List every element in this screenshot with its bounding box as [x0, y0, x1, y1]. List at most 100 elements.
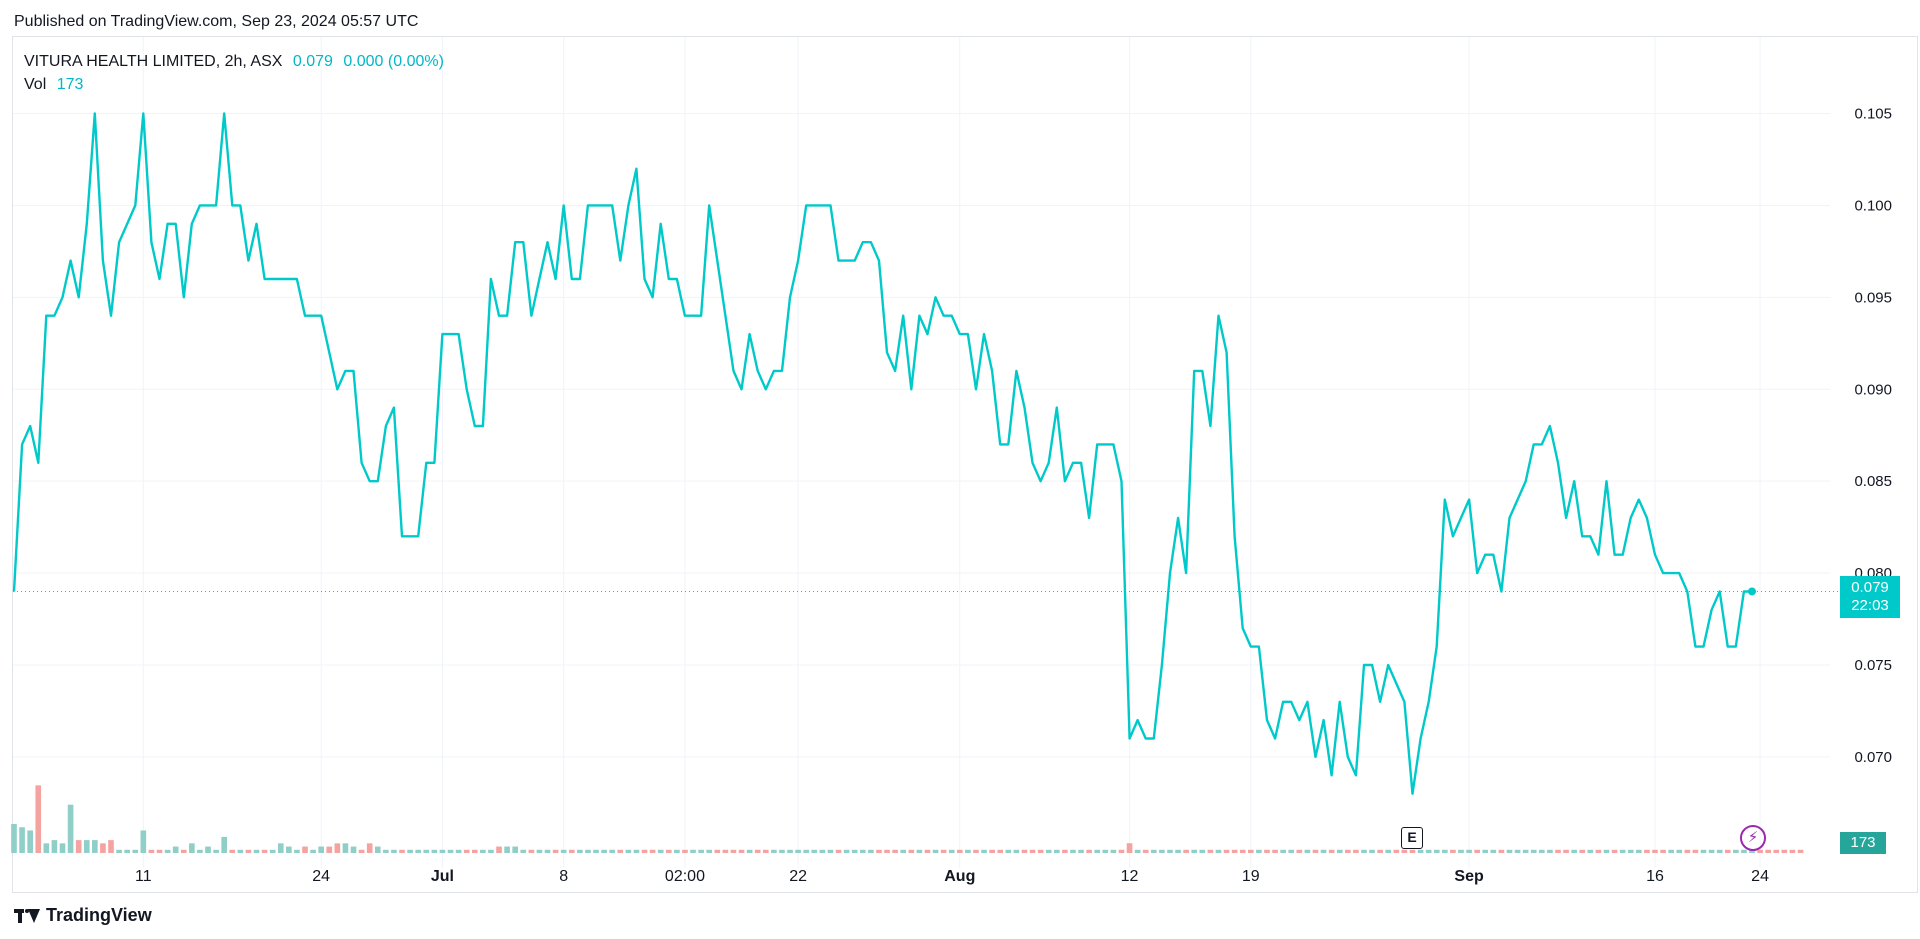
volume-bar — [1029, 849, 1036, 853]
volume-bar — [1587, 849, 1594, 853]
x-tick-label: 19 — [1242, 868, 1260, 885]
price-line — [12, 112, 1752, 795]
x-tick-label: 16 — [1646, 868, 1664, 885]
tradingview-logo[interactable]: TradingView — [14, 905, 152, 926]
volume-bar — [819, 849, 826, 853]
volume-bar — [633, 849, 640, 853]
volume-bar — [1183, 849, 1189, 853]
volume-bar — [100, 843, 106, 853]
y-tick-label: 0.095 — [1854, 289, 1892, 306]
x-tick-label: 22 — [789, 868, 807, 885]
volume-bar — [1797, 849, 1804, 853]
volume-bar — [391, 849, 397, 853]
lightning-icon[interactable]: ⚡ — [1740, 825, 1766, 851]
volume-bar — [1264, 849, 1270, 853]
volume-bar — [399, 849, 405, 853]
volume-bar — [334, 843, 341, 853]
volume-bar — [342, 843, 349, 853]
volume-bar — [981, 849, 987, 853]
legend-vol-label: Vol — [24, 76, 47, 93]
volume-bar — [859, 849, 866, 853]
volume-bar — [59, 843, 66, 853]
volume-bar — [568, 849, 575, 853]
volume-bar — [1102, 849, 1109, 853]
volume-bar — [140, 830, 147, 853]
volume-bar — [1070, 849, 1076, 853]
volume-bar — [350, 846, 357, 853]
volume-bar — [27, 830, 33, 853]
volume-bar — [1094, 849, 1101, 853]
volume-bar — [1668, 849, 1674, 853]
volume-bar — [997, 849, 1004, 853]
volume-bar — [205, 846, 211, 853]
volume-bar — [1571, 849, 1577, 853]
volume-bar — [83, 840, 90, 853]
volume-bar — [1223, 849, 1230, 853]
volume-bar — [1450, 849, 1456, 853]
volume-bar — [431, 849, 438, 853]
volume-bar — [1118, 849, 1125, 853]
volume-bar — [1037, 849, 1044, 853]
volume-bar — [730, 849, 737, 853]
volume-bar — [916, 849, 923, 853]
volume-bar — [601, 849, 607, 853]
volume-bar — [900, 849, 907, 853]
volume-bar — [366, 843, 373, 853]
volume-bar — [455, 849, 462, 853]
volume-bar — [326, 846, 333, 853]
volume-bar — [1660, 849, 1666, 853]
volume-bar — [318, 846, 324, 853]
volume-bar — [1401, 849, 1408, 853]
volume-bar — [827, 849, 834, 853]
volume-bar — [665, 849, 672, 853]
volume-bar — [1652, 849, 1658, 853]
volume-bar — [795, 849, 801, 853]
volume-bar — [682, 849, 688, 853]
volume-bar — [1159, 849, 1165, 853]
volume-bar — [1045, 849, 1052, 853]
volume-bar — [358, 849, 365, 853]
volume-bar — [1320, 849, 1327, 853]
volume-bar — [1773, 849, 1780, 853]
volume-bar — [1595, 849, 1602, 853]
tradingview-logo-icon — [14, 908, 40, 923]
volume-bar — [1312, 849, 1319, 853]
volume-bar — [544, 849, 551, 853]
volume-bar — [1199, 849, 1206, 853]
volume-bar — [1741, 849, 1747, 853]
legend-price: 0.079 — [292, 53, 333, 70]
volume-bar — [1078, 849, 1084, 853]
volume-bar — [1636, 849, 1642, 853]
x-tick-label: 24 — [312, 868, 330, 885]
volume-bar — [843, 849, 850, 853]
x-tick-label: Jul — [431, 868, 454, 885]
volume-bar — [1336, 849, 1343, 853]
volume-bar — [1442, 849, 1448, 853]
volume-bar — [156, 849, 163, 853]
volume-bar — [172, 846, 179, 853]
volume-bar — [593, 849, 599, 853]
volume-bar — [447, 849, 454, 853]
volume-bar — [714, 849, 721, 853]
volume-bar — [811, 849, 818, 853]
volume-bar — [1555, 849, 1561, 853]
volume-bar — [132, 849, 139, 853]
volume-bar — [1377, 849, 1383, 853]
volume-bar — [1385, 849, 1392, 853]
volume-bar — [1353, 849, 1359, 853]
volume-bar — [302, 846, 308, 853]
volume-bar — [1619, 849, 1626, 853]
volume-bar — [884, 849, 890, 853]
volume-bar — [1013, 849, 1020, 853]
volume-bar — [512, 846, 519, 853]
volume-bar — [1126, 843, 1133, 853]
volume-bar — [536, 849, 543, 853]
volume-bar — [229, 849, 236, 853]
volume-bar — [560, 849, 567, 853]
volume-bar — [75, 840, 82, 853]
volume-bar — [1482, 849, 1489, 853]
earnings-marker[interactable]: E — [1401, 827, 1423, 849]
volume-bar — [261, 849, 268, 853]
volume-bar — [415, 849, 422, 853]
